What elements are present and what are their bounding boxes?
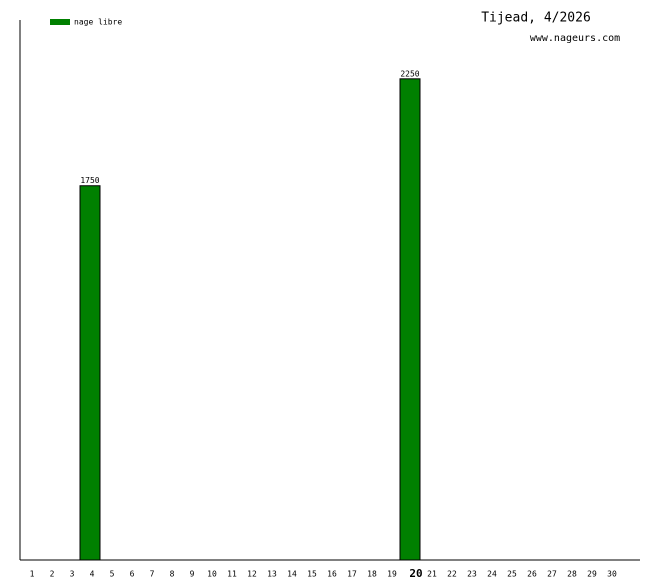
x-tick-label: 24 xyxy=(487,570,497,579)
legend-label: nage libre xyxy=(74,18,122,27)
x-tick-label: 3 xyxy=(70,570,75,579)
x-tick-label: 15 xyxy=(307,570,317,579)
x-tick-label: 20 xyxy=(409,567,422,580)
x-tick-label: 17 xyxy=(347,570,357,579)
x-tick-label: 14 xyxy=(287,570,297,579)
x-tick-label: 21 xyxy=(427,570,437,579)
x-tick-label: 7 xyxy=(150,570,155,579)
x-tick-label: 2 xyxy=(50,570,55,579)
x-tick-label: 6 xyxy=(130,570,135,579)
chart-subtitle: www.nageurs.com xyxy=(530,33,620,44)
x-tick-label: 18 xyxy=(367,570,377,579)
x-tick-label: 23 xyxy=(467,570,477,579)
x-tick-label: 28 xyxy=(567,570,577,579)
bar-value-label: 1750 xyxy=(80,176,99,185)
x-tick-label: 22 xyxy=(447,570,457,579)
x-tick-label: 27 xyxy=(547,570,557,579)
legend-swatch xyxy=(50,19,70,25)
x-tick-label: 12 xyxy=(247,570,257,579)
bar-value-label: 2250 xyxy=(400,69,419,78)
x-tick-label: 16 xyxy=(327,570,337,579)
x-tick-label: 13 xyxy=(267,570,277,579)
x-tick-label: 26 xyxy=(527,570,537,579)
x-tick-label: 25 xyxy=(507,570,517,579)
bar xyxy=(399,78,421,561)
x-tick-label: 9 xyxy=(190,570,195,579)
x-tick-label: 8 xyxy=(170,570,175,579)
x-tick-label: 11 xyxy=(227,570,237,579)
chart-title: Tijead, 4/2026 xyxy=(481,11,591,26)
x-tick-label: 19 xyxy=(387,570,397,579)
x-tick-label: 30 xyxy=(607,570,617,579)
x-tick-label: 29 xyxy=(587,570,597,579)
x-tick-label: 4 xyxy=(90,570,95,579)
x-tick-label: 10 xyxy=(207,570,217,579)
bar xyxy=(79,185,101,561)
x-tick-label: 5 xyxy=(110,570,115,579)
x-tick-label: 1 xyxy=(30,570,35,579)
